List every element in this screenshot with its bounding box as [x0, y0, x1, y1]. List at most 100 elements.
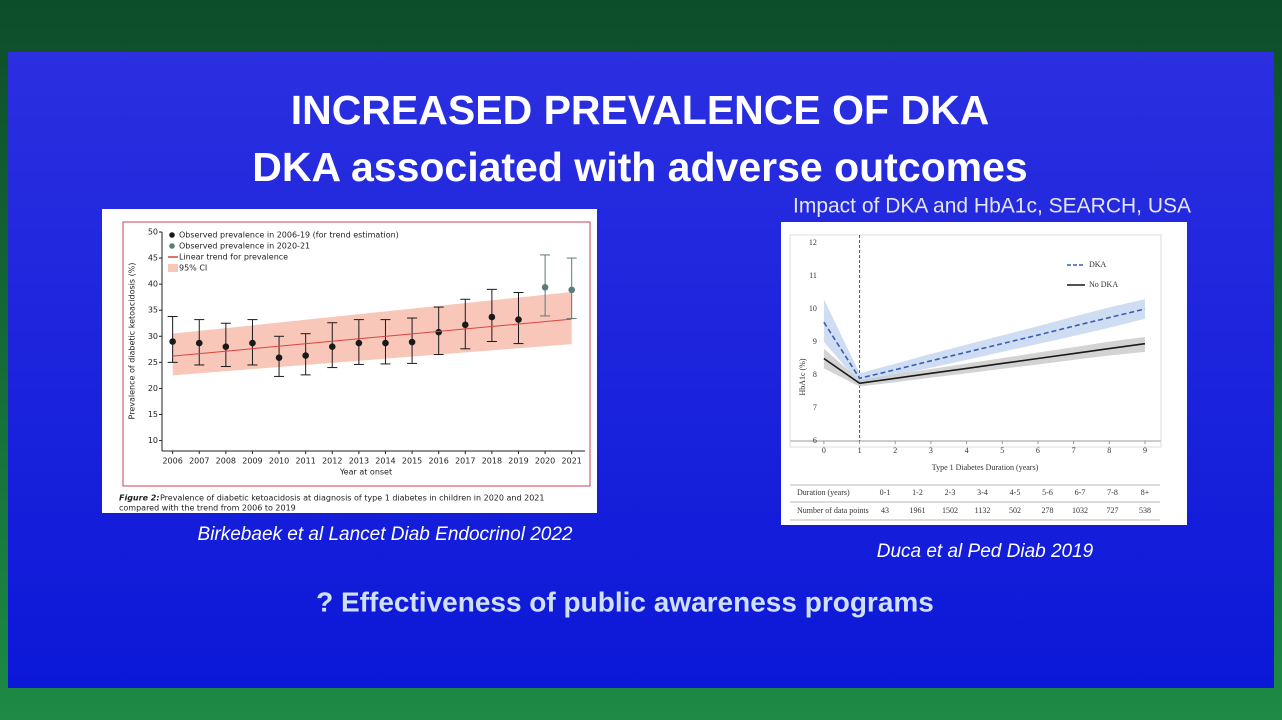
y-tick-label: 10: [148, 436, 158, 445]
point: [249, 339, 256, 347]
table-cell: 278: [1042, 506, 1054, 515]
table-cell: 502: [1009, 506, 1021, 515]
table-cell: 538: [1139, 506, 1151, 515]
line: [172, 318, 572, 357]
x-axis-label: Type 1 Diabetes Duration (years): [932, 463, 1039, 472]
point: [328, 343, 336, 351]
point: [435, 328, 442, 336]
x-tick-label: 2009: [242, 457, 262, 466]
x-axis-label: Year at onset: [339, 468, 392, 477]
x-tick-label: 2011: [295, 457, 315, 466]
table-cell: 1132: [975, 506, 991, 515]
table-header: 3-4: [977, 488, 988, 497]
x-tick-label: 2015: [402, 457, 422, 466]
question: ? Effectiveness of public awareness prog…: [316, 586, 934, 617]
line: [823, 342, 1146, 385]
table-cell: 1961: [910, 506, 926, 515]
y-tick-label: 35: [148, 306, 158, 315]
point: [515, 316, 522, 323]
x-tick-label: 2010: [269, 457, 289, 466]
legend-label: Observed prevalence in 2020-21: [179, 242, 310, 251]
point: [222, 343, 230, 351]
y-tick-label: 30: [148, 332, 158, 341]
point: [195, 339, 203, 347]
x-tick-label: 8: [1107, 446, 1111, 455]
table-header: 1-2: [912, 488, 923, 497]
x-tick-label: 2006: [162, 457, 182, 466]
y-tick-label: 8: [813, 370, 817, 379]
legend-symbol: [168, 264, 178, 272]
x-tick-label: 2: [893, 446, 897, 455]
y-tick-label: 12: [809, 238, 817, 247]
ci-band: [823, 299, 1145, 384]
citation: Birkebaek et al Lancet Diab Endocrinol 2…: [198, 524, 573, 545]
y-tick-label: 20: [148, 384, 158, 393]
x-tick-label: 7: [1072, 446, 1076, 455]
y-tick-label: 45: [148, 254, 158, 263]
y-tick-label: 15: [148, 410, 158, 419]
table-header: 2-3: [945, 488, 956, 497]
x-tick-label: 2014: [375, 457, 395, 466]
legend-label: Linear trend for prevalence: [179, 253, 288, 262]
y-tick-label: 10: [809, 304, 817, 313]
y-tick-label: 40: [148, 280, 158, 289]
table-header: 5-6: [1042, 488, 1053, 497]
table-cell: 1502: [942, 506, 958, 515]
legend-label: DKA: [1089, 260, 1107, 269]
point: [275, 354, 283, 361]
caption: compared with the trend from 2006 to 201…: [119, 504, 296, 513]
x-tick-label: 1: [858, 446, 862, 455]
legend-label: No DKA: [1089, 280, 1118, 289]
figure-border: [122, 221, 591, 487]
plot-frame: [789, 234, 1162, 448]
legend-symbol: [169, 243, 175, 249]
legend-symbol: [169, 232, 175, 238]
title-line: INCREASED PREVALENCE OF DKA: [291, 87, 990, 133]
chart-title: Impact of DKA and HbA1c, SEARCH, USA: [793, 195, 1191, 218]
point: [169, 338, 176, 345]
caption: Prevalence of diabetic ketoacidosis at d…: [160, 494, 544, 503]
citation: Duca et al Ped Diab 2019: [877, 541, 1094, 562]
x-tick-label: 2017: [455, 457, 475, 466]
table-header: 4-5: [1010, 488, 1021, 497]
y-axis-label: HbA1c (%): [798, 358, 807, 395]
x-tick-label: 0: [822, 446, 826, 455]
x-tick-label: 2020: [535, 457, 555, 466]
x-tick-label: 3: [929, 446, 933, 455]
x-tick-label: 2007: [189, 457, 209, 466]
y-tick-label: 7: [813, 403, 817, 412]
table-header: 0-1: [880, 488, 891, 497]
table-cell: 727: [1107, 506, 1119, 515]
x-tick-label: 4: [965, 446, 969, 455]
ci-band: [823, 337, 1145, 387]
point: [541, 283, 549, 291]
table-cell: 1032: [1072, 506, 1088, 515]
y-tick-label: 9: [813, 337, 817, 346]
y-tick-label: 25: [148, 358, 158, 367]
point: [355, 339, 363, 347]
point: [568, 286, 575, 294]
y-tick-label: 6: [813, 436, 817, 445]
point: [408, 338, 416, 346]
point: [382, 339, 389, 347]
legend-label: 95% CI: [179, 264, 207, 273]
x-tick-label: 2021: [562, 457, 582, 466]
table-header: 8+: [1141, 488, 1150, 497]
y-tick-label: 11: [809, 271, 817, 280]
table-header: Duration (years): [797, 488, 850, 497]
x-tick-label: 6: [1036, 446, 1040, 455]
table-header: 7-8: [1107, 488, 1118, 497]
y-tick-label: 50: [148, 228, 158, 237]
title-line: DKA associated with adverse outcomes: [252, 144, 1027, 190]
x-tick-label: 9: [1143, 446, 1147, 455]
y-axis-label: Prevalence of diabetic ketoacidosis (%): [128, 263, 137, 420]
table-cell: 43: [881, 506, 889, 515]
caption-label: Figure 2:: [119, 494, 160, 503]
x-tick-label: 2012: [322, 457, 342, 466]
point: [302, 352, 309, 359]
point: [461, 321, 469, 329]
line: [823, 308, 1146, 380]
ci-band: [172, 291, 572, 376]
